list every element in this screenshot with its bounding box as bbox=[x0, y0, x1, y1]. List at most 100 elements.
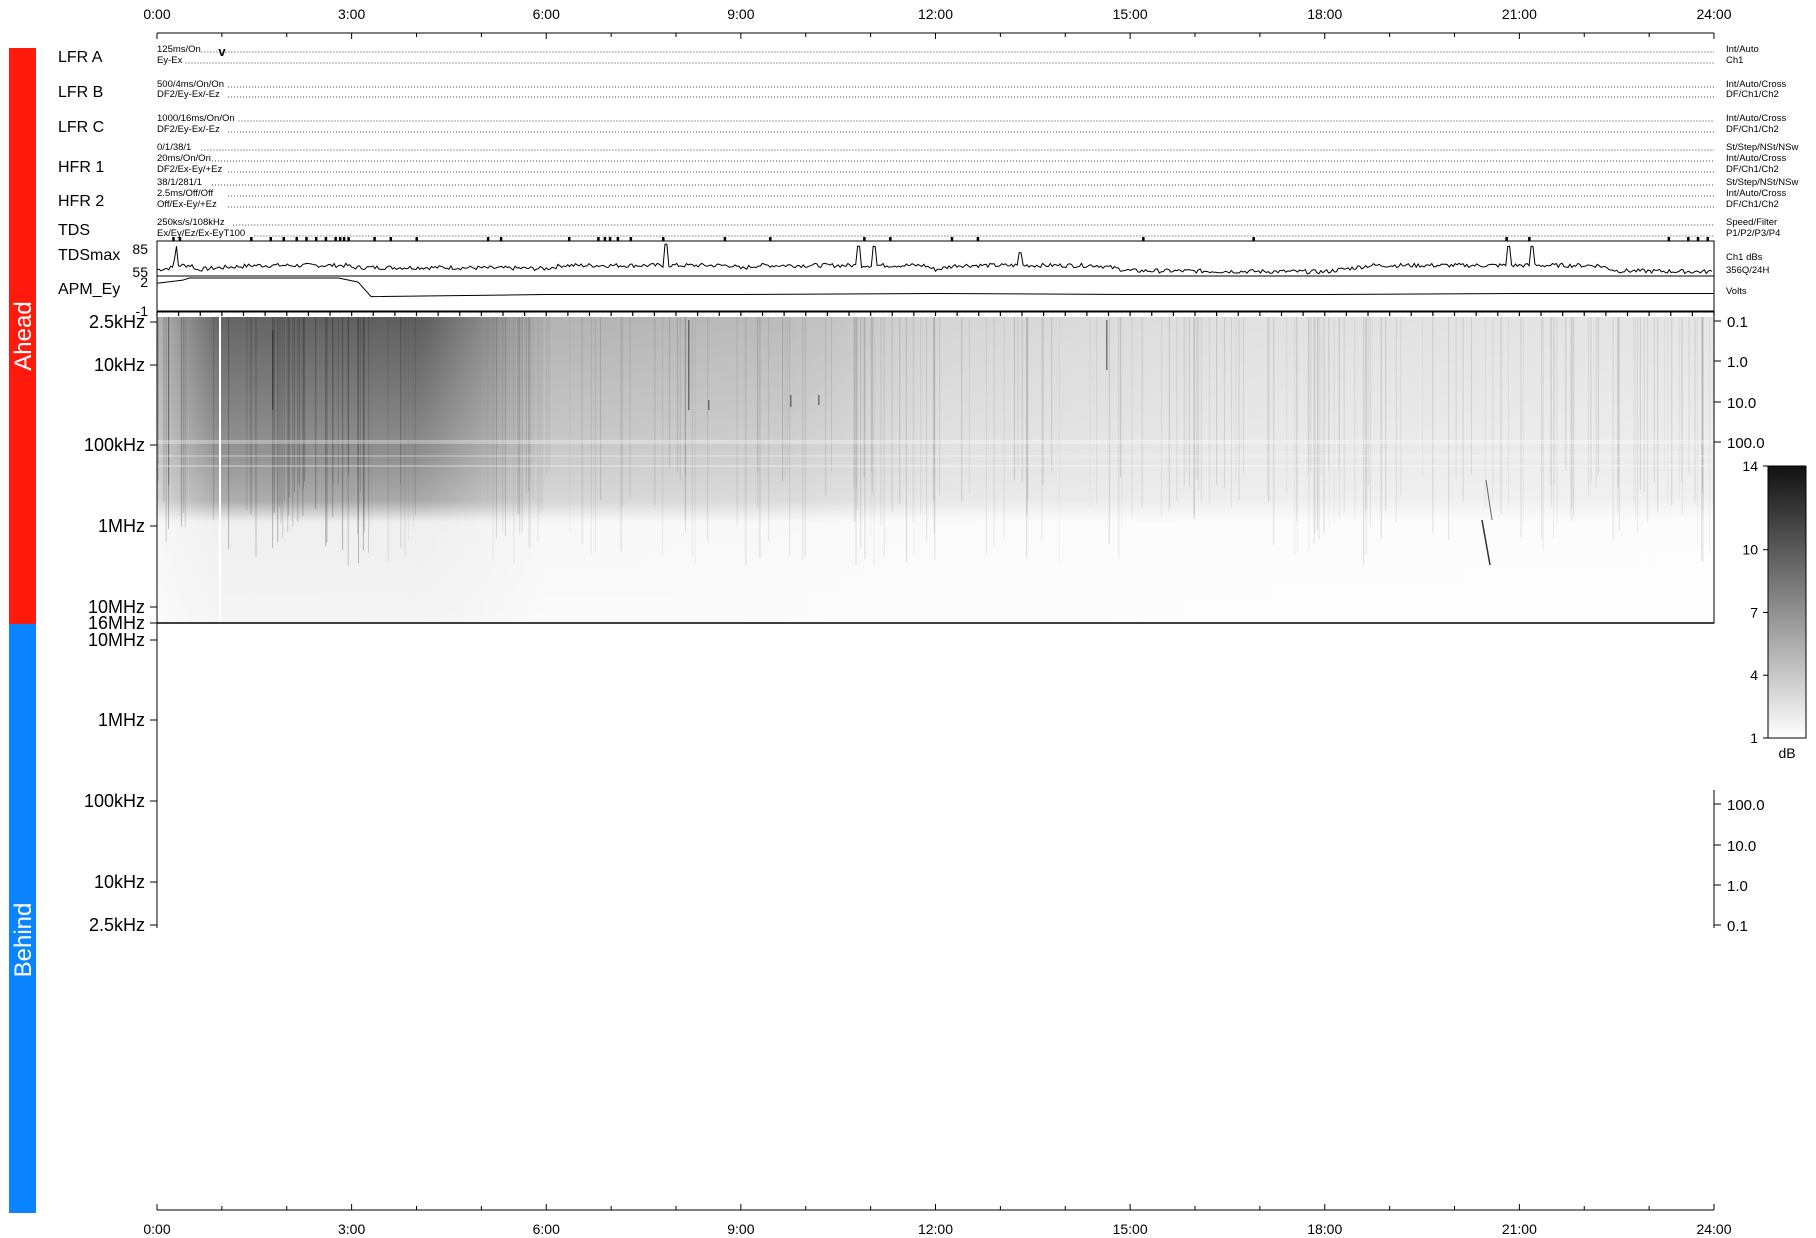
tds-event-mark bbox=[486, 237, 490, 241]
tds-event-mark bbox=[950, 237, 954, 241]
colorbar-tick-1: 10 bbox=[1742, 542, 1758, 558]
tds-event-mark bbox=[616, 237, 620, 241]
colorbar-tick-0: 14 bbox=[1742, 458, 1758, 474]
tds-event-mark bbox=[629, 237, 633, 241]
tds-event-mark bbox=[1528, 237, 1531, 241]
tds-event-mark bbox=[314, 237, 318, 241]
apm-label: APM_Ey bbox=[58, 281, 120, 298]
row-1-setting-1: DF2/Ey-Ex/-Ez bbox=[157, 89, 220, 100]
row-2-mode-0: Int/Auto/Cross bbox=[1726, 113, 1786, 124]
tdsmax-label: TDSmax bbox=[58, 247, 120, 264]
row-3-setting-0: 0/1/38/1 bbox=[157, 142, 191, 153]
behind-panel: 10MHz 1MHz 100kHz 10kHz 2.5kHz 100.0 10.0 1.0 0… bbox=[84, 623, 1765, 935]
behind-freq-tick-2: 100kHz bbox=[84, 791, 145, 811]
top-time-label-6: 18:00 bbox=[1307, 6, 1342, 22]
ahead-right-tick-3: 100.0 bbox=[1727, 435, 1765, 452]
apm-ytick-2: 2 bbox=[140, 274, 148, 290]
tds-event-mark bbox=[1505, 237, 1508, 241]
top-time-label-3: 9:00 bbox=[727, 6, 754, 22]
row-2-mode-1: DF/Ch1/Ch2 bbox=[1726, 124, 1779, 135]
behind-right-tick-2: 1.0 bbox=[1727, 878, 1748, 895]
behind-label: Behind bbox=[10, 903, 37, 978]
tdsmax-right-1: Ch1 dBs bbox=[1726, 252, 1763, 263]
bottom-time-label-7: 21:00 bbox=[1502, 1221, 1537, 1237]
tds-event-mark bbox=[334, 237, 337, 241]
tds-event-mark bbox=[250, 237, 253, 241]
row-1-mode-1: DF/Ch1/Ch2 bbox=[1726, 89, 1779, 100]
colorbar-unit: dB bbox=[1778, 745, 1795, 761]
row-0-mode-1: Ch1 bbox=[1726, 55, 1743, 66]
tds-event-mark bbox=[603, 237, 607, 241]
tds-event-marks bbox=[172, 237, 1710, 241]
tds-event-mark bbox=[172, 237, 175, 241]
tds-event-mark bbox=[415, 237, 418, 241]
row-1-setting-0: 500/4ms/On/On bbox=[157, 79, 224, 90]
tdsmax-right-2: 356Q/24H bbox=[1726, 265, 1769, 276]
ahead-bar bbox=[9, 48, 36, 624]
apm-series-line bbox=[156, 277, 1714, 298]
row-4-mode-0: St/Step/NSt/NSw bbox=[1726, 177, 1798, 188]
ahead-freq-tick-0: 2.5kHz bbox=[89, 312, 145, 332]
tds-event-mark bbox=[567, 237, 571, 241]
apm-right-1: Volts bbox=[1726, 286, 1747, 297]
row-3-mode-1: Int/Auto/Cross bbox=[1726, 153, 1786, 164]
tds-event-mark bbox=[324, 237, 328, 241]
ahead-freq-tick-2: 100kHz bbox=[84, 435, 145, 455]
tds-event-mark bbox=[338, 237, 342, 241]
tds-event-mark bbox=[1142, 237, 1145, 241]
row-label-5: TDS bbox=[58, 222, 90, 239]
ahead-label: Ahead bbox=[10, 301, 37, 370]
tds-event-mark bbox=[269, 237, 273, 241]
behind-freq-tick-4: 2.5kHz bbox=[89, 915, 145, 935]
bottom-time-axis: 0:00 3:00 6:00 9:00 12:00 15:00 18:00 21:00 24:0… bbox=[143, 1204, 1732, 1237]
row-label-1: LFR B bbox=[58, 84, 103, 101]
tds-event-mark bbox=[976, 237, 980, 241]
tds-event-mark bbox=[662, 237, 665, 241]
behind-right-tick-0: 100.0 bbox=[1727, 797, 1765, 814]
tdsmax-panel: TDSmax 85 55 Ch1 dBs 356Q/24H bbox=[58, 240, 1769, 280]
row-4-mode-2: DF/Ch1/Ch2 bbox=[1726, 199, 1779, 210]
row-3-mode-2: DF/Ch1/Ch2 bbox=[1726, 164, 1779, 175]
tds-event-mark bbox=[342, 237, 346, 241]
colorbar: 14 10 7 4 1 dB bbox=[1742, 458, 1807, 761]
bottom-time-label-6: 18:00 bbox=[1307, 1221, 1342, 1237]
row-0-setting-0: 125ms/On bbox=[157, 44, 201, 55]
row-3-mode-0: St/Step/NSt/NSw bbox=[1726, 142, 1798, 153]
apm-panel: APM_Ey 2 -1 Volts bbox=[58, 274, 1747, 319]
tds-event-mark bbox=[305, 237, 308, 241]
bottom-time-label-3: 9:00 bbox=[727, 1221, 754, 1237]
row-label-0: LFR A bbox=[58, 49, 103, 66]
tds-event-mark bbox=[723, 237, 727, 241]
row-0-setting-1: Ey-Ex bbox=[157, 55, 183, 66]
row-0-mode-0: Int/Auto bbox=[1726, 44, 1759, 55]
tds-event-mark bbox=[1696, 237, 1700, 241]
top-time-label-1: 3:00 bbox=[338, 6, 365, 22]
ahead-right-tick-2: 10.0 bbox=[1727, 395, 1756, 412]
row-label-3: HFR 1 bbox=[58, 159, 104, 176]
bottom-time-label-0: 0:00 bbox=[143, 1221, 170, 1237]
bottom-time-label-2: 6:00 bbox=[533, 1221, 560, 1237]
bottom-time-label-8: 24:00 bbox=[1696, 1221, 1731, 1237]
tds-event-mark bbox=[178, 237, 182, 241]
tdsmax-ytick-85: 85 bbox=[132, 241, 148, 257]
tds-event-mark bbox=[889, 237, 892, 241]
row-3-setting-2: DF2/Ex-Ey/+Ez bbox=[157, 164, 222, 175]
top-time-label-8: 24:00 bbox=[1696, 6, 1731, 22]
tds-event-mark bbox=[282, 237, 286, 241]
behind-freq-tick-3: 10kHz bbox=[94, 872, 145, 892]
tds-event-mark bbox=[1252, 237, 1255, 241]
behind-freq-tick-0: 10MHz bbox=[88, 630, 145, 650]
row-label-4: HFR 2 bbox=[58, 193, 104, 210]
ahead-right-tick-0: 0.1 bbox=[1727, 314, 1748, 331]
bottom-time-label-4: 12:00 bbox=[918, 1221, 953, 1237]
tds-event-mark bbox=[1687, 237, 1690, 241]
row-4-setting-0: 38/1/281/1 bbox=[157, 177, 202, 188]
ahead-right-tick-1: 1.0 bbox=[1727, 354, 1748, 371]
tdsmax-series-line bbox=[156, 243, 1713, 275]
apm-ytick-neg1: -1 bbox=[136, 303, 149, 319]
row-4-setting-1: 2.5ms/Off/Off bbox=[157, 188, 214, 199]
behind-bar bbox=[9, 624, 36, 1213]
